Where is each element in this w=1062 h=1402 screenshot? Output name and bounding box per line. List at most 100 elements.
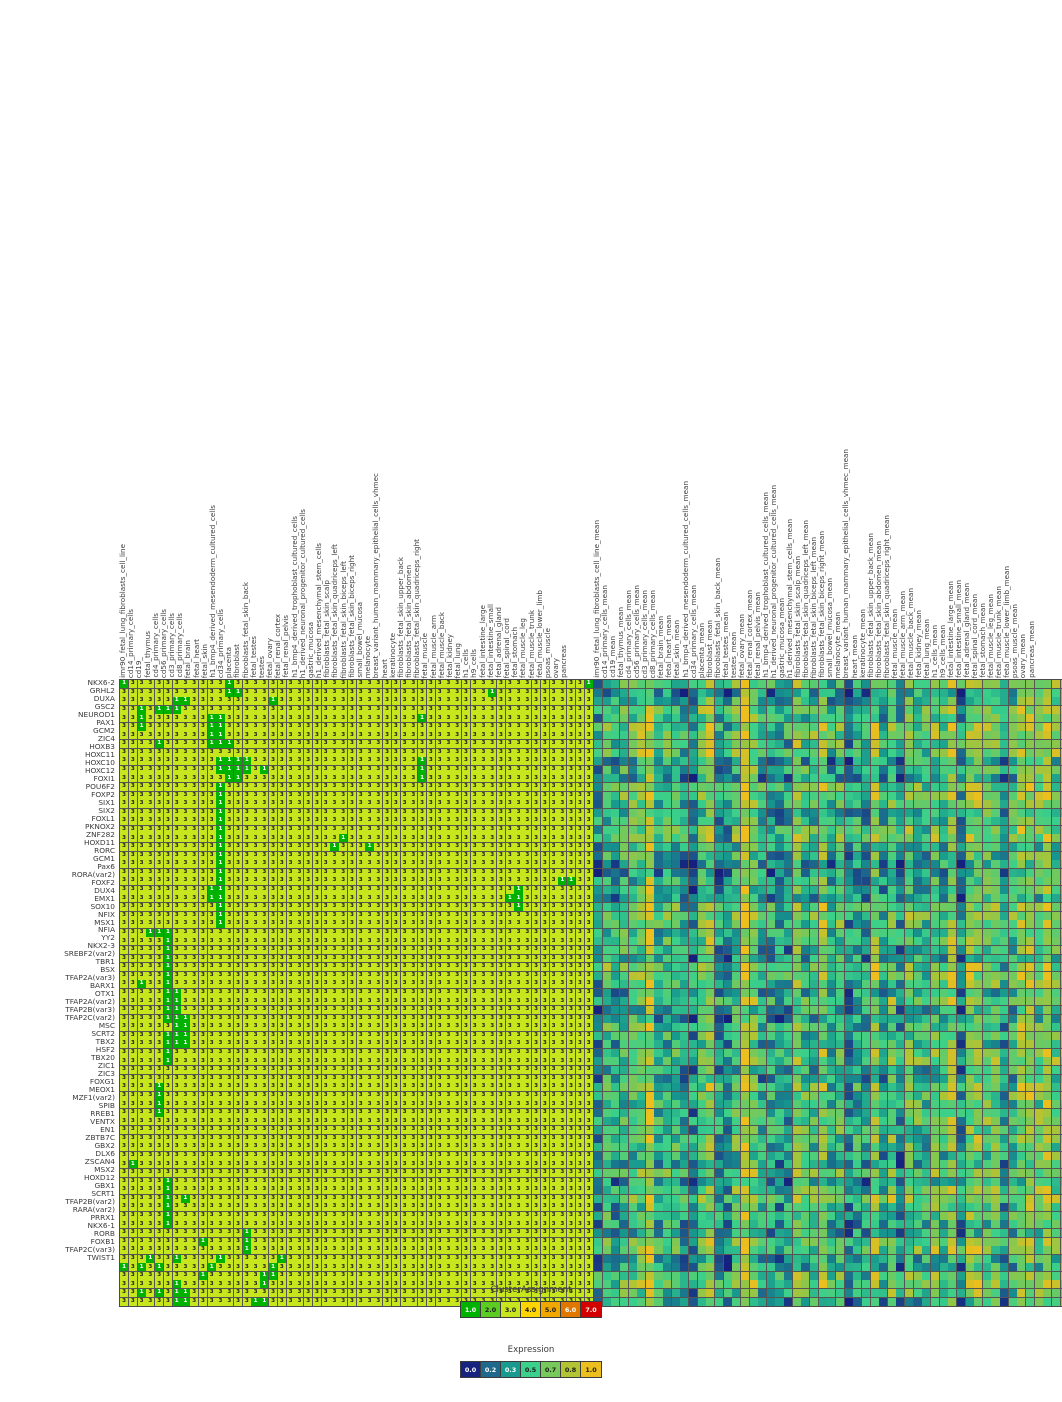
cluster-cell-r32-c33: 3 bbox=[409, 954, 418, 963]
expression-cell-r0-c35 bbox=[896, 680, 905, 688]
cluster-cell-r43-c32: 3 bbox=[400, 1048, 409, 1057]
expression-cell-r2-c28 bbox=[835, 697, 844, 706]
cluster-cell-r15-c28: 3 bbox=[365, 808, 374, 817]
cluster-cell-r7-c3: 3 bbox=[146, 740, 155, 749]
cluster-cell-r52-c1: 3 bbox=[128, 1126, 137, 1135]
cluster-cell-r57-c12: 3 bbox=[225, 1168, 234, 1177]
cluster-cell-r35-c43: 3 bbox=[496, 980, 506, 989]
cluster-cell-r29-c46: 3 bbox=[523, 928, 532, 937]
cluster-cell-r65-c17: 3 bbox=[269, 1237, 278, 1246]
cluster-cell-r51-c51: 3 bbox=[567, 1117, 576, 1126]
cluster-cell-r62-c24: 3 bbox=[330, 1211, 339, 1220]
cluster-cell-r61-c47: 3 bbox=[531, 1203, 541, 1212]
cluster-cell-r10-c36: 3 bbox=[435, 765, 444, 774]
cluster-cell-r13-c25: 3 bbox=[339, 791, 348, 800]
cluster-cell-r60-c42: 3 bbox=[488, 1194, 497, 1203]
cluster-cell-r12-c0: 3 bbox=[120, 782, 129, 791]
cluster-cell-r45-c50: 3 bbox=[558, 1066, 567, 1074]
cluster-cell-r62-c10: 3 bbox=[207, 1211, 216, 1220]
expression-cell-r2-c26 bbox=[818, 697, 827, 706]
cluster-cell-r52-c2: 3 bbox=[137, 1126, 146, 1135]
cluster-cell-r38-c52: 3 bbox=[575, 1005, 584, 1014]
cluster-cell-r6-c35: 3 bbox=[426, 731, 435, 740]
cluster-cell-r66-c0: 3 bbox=[120, 1246, 129, 1255]
cluster-cell-r7-c27: 3 bbox=[356, 740, 365, 749]
cluster-cell-r20-c34: 3 bbox=[418, 851, 427, 860]
cluster-cell-r38-c49: 3 bbox=[549, 1005, 558, 1014]
cluster-cell-r1-c19: 3 bbox=[286, 688, 295, 697]
cluster-cell-r53-c44: 3 bbox=[505, 1134, 514, 1143]
expression-cell-r3-c1 bbox=[602, 705, 611, 714]
cluster-cell-r28-c28: 3 bbox=[365, 920, 374, 929]
expression-heatmap[interactable] bbox=[593, 679, 1062, 1307]
row-label-30: MSX1 bbox=[94, 917, 115, 927]
cluster-cell-r47-c15: 3 bbox=[251, 1083, 260, 1092]
cluster-cell-r5-c14: 3 bbox=[242, 722, 251, 731]
cluster-cell-r56-c2: 3 bbox=[137, 1160, 146, 1169]
cluster-cell-r51-c6: 3 bbox=[172, 1117, 181, 1126]
cluster-cell-r70-c25: 3 bbox=[339, 1280, 348, 1289]
cluster-cell-r47-c16: 3 bbox=[260, 1083, 269, 1092]
cluster-cell-r9-c42: 3 bbox=[488, 757, 497, 766]
expression-cell-r6-c13 bbox=[706, 731, 715, 740]
expression-cell-r11-c33 bbox=[879, 774, 888, 783]
cluster-cell-r22-c5: 3 bbox=[163, 868, 172, 877]
cluster-cell-r46-c29: 3 bbox=[374, 1074, 383, 1083]
cluster-cell-r5-c41: 3 bbox=[479, 722, 488, 731]
cluster-cell-r66-c41: 3 bbox=[479, 1246, 488, 1255]
cluster-cell-r3-c29: 3 bbox=[374, 705, 383, 714]
cluster-cell-r53-c13: 3 bbox=[233, 1134, 243, 1143]
cluster-cell-r31-c38: 3 bbox=[453, 945, 462, 954]
cluster-cell-r19-c5: 3 bbox=[163, 842, 172, 851]
cluster-cell-r28-c10: 3 bbox=[207, 920, 216, 929]
cluster-cell-r7-c47: 3 bbox=[531, 740, 541, 749]
expression-cell-r5-c1 bbox=[602, 722, 611, 731]
cluster-cell-r47-c10: 3 bbox=[207, 1083, 216, 1092]
cluster-cell-r55-c53: 3 bbox=[584, 1151, 593, 1160]
expression-cell-r1-c21 bbox=[775, 688, 784, 697]
cluster-cell-r63-c9: 3 bbox=[198, 1220, 208, 1229]
expression-cell-r9-c29 bbox=[844, 757, 853, 766]
cluster-cell-r42-c49: 3 bbox=[549, 1040, 558, 1049]
expression-cell-r7-c51 bbox=[1034, 740, 1043, 749]
cluster-cell-r28-c20: 3 bbox=[295, 920, 304, 929]
cluster-cell-r11-c31: 3 bbox=[391, 774, 400, 783]
expression-cell-r0-c50 bbox=[1026, 680, 1035, 688]
expression-cell-r6-c49 bbox=[1017, 731, 1026, 740]
cluster-cell-r2-c15: 3 bbox=[251, 697, 260, 706]
row-label-3: GSC2 bbox=[94, 701, 115, 711]
cluster-cell-r5-c28: 3 bbox=[365, 722, 374, 731]
cluster-cell-r43-c17: 3 bbox=[269, 1048, 278, 1057]
expression-cell-r0-c4 bbox=[628, 680, 637, 688]
cluster-cell-r13-c36: 3 bbox=[435, 791, 444, 800]
row-label-37: TFAP2A(var3) bbox=[65, 973, 115, 983]
cluster-cell-r14-c32: 3 bbox=[400, 800, 409, 809]
cluster-cell-r45-c21: 3 bbox=[304, 1066, 313, 1074]
cluster-cell-r30-c53: 3 bbox=[584, 937, 593, 946]
cluster-cell-r24-c13: 3 bbox=[233, 885, 243, 894]
cluster-cell-r50-c27: 3 bbox=[356, 1108, 365, 1117]
expression-cell-r4-c25 bbox=[810, 714, 819, 723]
cluster-cell-r29-c10: 3 bbox=[207, 928, 216, 937]
cluster-cell-r55-c50: 3 bbox=[558, 1151, 567, 1160]
cluster-cell-r62-c18: 3 bbox=[277, 1211, 286, 1220]
cluster-cell-r19-c17: 3 bbox=[269, 842, 278, 851]
cluster-cell-r46-c51: 3 bbox=[567, 1074, 576, 1083]
cluster-cell-r59-c48: 3 bbox=[540, 1186, 549, 1195]
cluster-cell-r68-c9: 3 bbox=[198, 1263, 208, 1272]
cluster-cell-r41-c38: 3 bbox=[453, 1031, 462, 1040]
cluster-cell-r16-c27: 3 bbox=[356, 817, 365, 826]
cluster-cell-r58-c36: 3 bbox=[435, 1177, 444, 1186]
cluster-cell-r2-c8: 3 bbox=[190, 697, 199, 706]
cluster-cell-r2-c0: 3 bbox=[120, 697, 129, 706]
cluster-cell-r16-c9: 3 bbox=[198, 817, 208, 826]
cluster-cell-r63-c26: 3 bbox=[347, 1220, 357, 1229]
cluster-cell-r65-c51: 3 bbox=[567, 1237, 576, 1246]
cluster-cell-r40-c41: 3 bbox=[479, 1023, 488, 1032]
cluster-cell-r1-c15: 3 bbox=[251, 688, 260, 697]
cluster-cell-r20-c22: 3 bbox=[312, 851, 322, 860]
cluster-cell-r24-c50: 3 bbox=[558, 885, 567, 894]
cluster-cell-r70-c9: 3 bbox=[198, 1280, 208, 1289]
cluster-cell-r36-c3: 3 bbox=[146, 988, 155, 997]
